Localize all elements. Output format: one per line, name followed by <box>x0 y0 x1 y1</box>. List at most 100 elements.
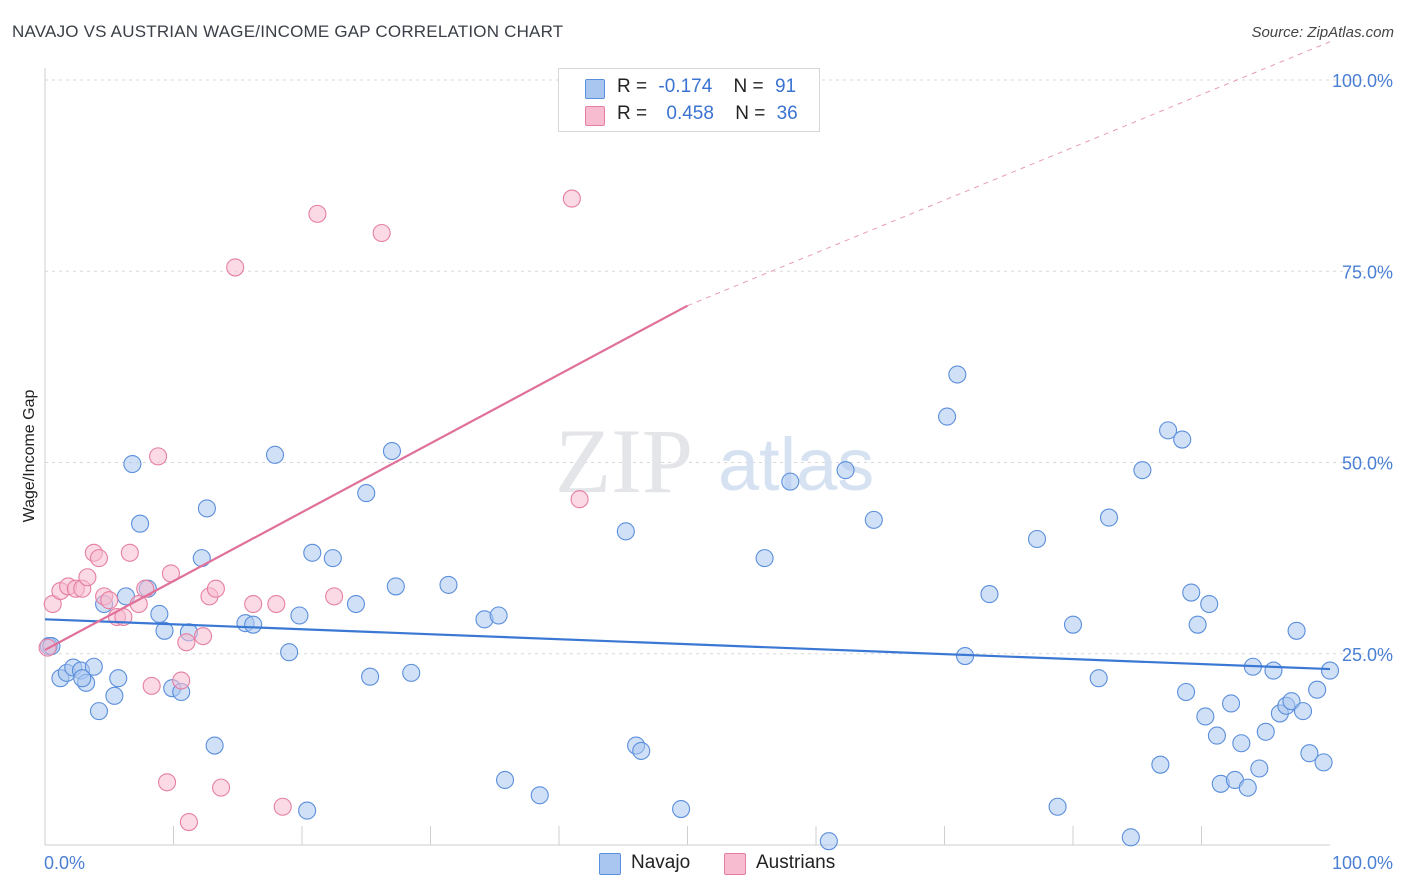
austrians-point <box>158 773 177 792</box>
bottom-legend-swatch-navajo <box>599 853 621 875</box>
austrians-point <box>172 671 191 690</box>
navajo-point <box>1314 753 1333 772</box>
grid-layer <box>45 79 1394 655</box>
austrians-point <box>308 204 327 223</box>
legend-swatch-austrians <box>585 106 605 126</box>
navajo-point <box>1264 661 1283 680</box>
navajo-point <box>781 472 800 491</box>
navajo-point <box>1222 694 1241 713</box>
navajo-point <box>530 786 549 805</box>
legend-r-value-navajo: -0.174 <box>658 76 713 97</box>
austrians-trend-line <box>44 304 689 651</box>
navajo-point <box>1089 669 1108 688</box>
navajo-point <box>980 585 999 604</box>
navajo-point <box>386 577 405 596</box>
legend-r-label: R = <box>617 76 648 97</box>
austrians-point <box>194 627 213 646</box>
austrians-point <box>211 778 231 797</box>
austrians-points <box>38 189 589 832</box>
navajo-point <box>150 604 169 624</box>
legend-n-value-austrians: 36 <box>776 103 798 124</box>
navajo-point <box>265 445 285 464</box>
austrians-point <box>570 490 589 509</box>
navajo-point <box>1238 778 1257 797</box>
navajo-point <box>1173 430 1192 449</box>
navajo-point <box>1027 529 1047 549</box>
navajo-point <box>1293 702 1313 721</box>
legend-n-label: N = <box>733 76 764 97</box>
navajo-point <box>280 643 299 662</box>
navajo-point <box>1196 707 1215 726</box>
austrians-point <box>142 676 161 695</box>
navajo-point <box>1200 594 1219 614</box>
navajo-point <box>1151 755 1170 774</box>
y-tick-label-50: 50.0% <box>1342 454 1393 474</box>
navajo-point <box>632 741 651 760</box>
navajo-point <box>205 736 224 755</box>
austrians-point <box>179 812 198 832</box>
navajo-point <box>672 799 691 819</box>
austrians-point <box>372 223 391 243</box>
austrians-point <box>267 594 286 614</box>
chart-title: NAVAJO VS AUSTRIAN WAGE/INCOME GAP CORRE… <box>12 22 564 41</box>
navajo-point <box>864 510 883 529</box>
watermark: ZIP atlas <box>555 410 874 512</box>
navajo-point <box>361 667 380 686</box>
navajo-point <box>402 663 421 682</box>
bottom-legend-label-austrians: Austrians <box>756 852 836 873</box>
navajo-point <box>948 365 967 384</box>
navajo-point <box>323 549 342 568</box>
navajo-point <box>105 686 124 705</box>
navajo-point <box>155 621 174 640</box>
navajo-point <box>836 461 855 480</box>
austrians-point <box>89 549 109 568</box>
y-tick-label-75: 75.0% <box>1342 262 1393 282</box>
navajo-point <box>938 407 957 426</box>
navajo-point <box>73 669 92 688</box>
legend-swatch-navajo <box>585 79 605 99</box>
navajo-point <box>131 514 150 533</box>
austrians-point <box>78 568 97 587</box>
navajo-point <box>1177 682 1196 702</box>
navajo-point <box>1250 759 1269 778</box>
austrians-point <box>177 633 196 652</box>
navajo-point <box>1063 615 1083 634</box>
navajo-point <box>1182 583 1201 602</box>
navajo-point <box>197 499 216 518</box>
navajo-point <box>489 606 508 625</box>
navajo-point <box>298 801 317 820</box>
legend-n-label: N = <box>735 103 766 124</box>
austrians-point <box>120 543 139 562</box>
navajo-point <box>1287 621 1306 640</box>
austrians-point <box>562 189 581 208</box>
correlation-legend: R = -0.174 N = 91 R = 0.458 N = 36 <box>558 68 820 132</box>
legend-r-value-austrians: 0.458 <box>666 103 714 124</box>
navajo-point <box>382 441 402 461</box>
austrians-point <box>226 258 245 277</box>
navajo-point <box>616 522 635 541</box>
navajo-point <box>1048 797 1067 816</box>
austrians-point <box>100 591 119 610</box>
navajo-point <box>1099 508 1119 527</box>
navajo-point <box>89 702 109 721</box>
austrians-point <box>149 447 168 466</box>
navajo-point <box>1256 722 1275 741</box>
navajo-point <box>1188 615 1207 634</box>
legend-r-label: R = <box>617 103 648 124</box>
navajo-point <box>819 832 838 851</box>
navajo-point <box>1320 661 1340 680</box>
navajo-point <box>290 606 309 625</box>
navajo-point <box>109 669 128 688</box>
navajo-point <box>123 454 142 474</box>
austrians-point <box>273 797 292 816</box>
navajo-point <box>1207 726 1226 745</box>
navajo-point <box>1300 744 1319 763</box>
navajo-point <box>1121 828 1140 847</box>
trend-lines <box>44 41 1331 671</box>
navajo-point <box>357 484 376 503</box>
legend-n-value-navajo: 91 <box>774 76 797 97</box>
axes-layer <box>44 68 1330 846</box>
navajo-point <box>1133 461 1152 480</box>
navajo-point <box>1159 421 1178 440</box>
